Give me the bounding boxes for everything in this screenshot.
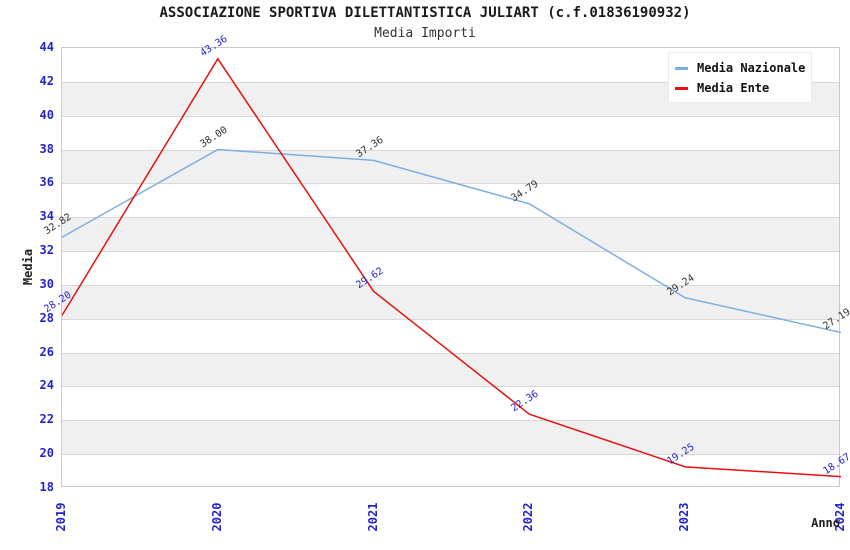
- band: [62, 284, 839, 319]
- gridline: [62, 454, 839, 456]
- y-tick-label: 36: [39, 175, 54, 190]
- y-tick-label: 30: [39, 276, 54, 291]
- series-line: [62, 57, 841, 478]
- y-tick-label: 20: [39, 446, 54, 461]
- y-tick-label: 38: [39, 141, 54, 156]
- x-tick-label: 2020: [209, 502, 224, 532]
- gridline: [62, 149, 839, 151]
- series-line: [62, 148, 841, 334]
- y-tick-label: 18: [39, 480, 54, 494]
- gridline: [62, 284, 839, 286]
- y-tick-label: 26: [39, 344, 54, 359]
- y-tick-label: 32: [39, 243, 54, 258]
- gridline: [62, 81, 839, 83]
- gridline: [62, 352, 839, 354]
- legend-item: Media Ente: [675, 78, 805, 98]
- band: [62, 420, 839, 455]
- gridline: [62, 420, 839, 422]
- y-tick-label: 40: [39, 107, 54, 122]
- band: [62, 149, 839, 184]
- legend-label: Media Nazionale: [697, 61, 806, 75]
- gridline: [62, 251, 839, 253]
- y-axis-label: Media: [21, 248, 35, 286]
- legend-item: Media Nazionale: [675, 58, 805, 78]
- gridline: [62, 318, 839, 320]
- plot-area: [61, 47, 841, 487]
- x-tick-label: 2021: [365, 502, 380, 532]
- y-tick-label: 44: [39, 40, 54, 54]
- legend-label: Media Ente: [697, 81, 770, 95]
- x-tick-label: 2019: [54, 502, 68, 532]
- legend-swatch: [675, 66, 688, 70]
- y-tick-label: 22: [39, 412, 54, 427]
- y-tick-label: 42: [39, 73, 54, 88]
- x-axis-label: Anno: [811, 516, 840, 530]
- x-tick-label: 2022: [521, 502, 536, 532]
- x-tick-label: 2023: [677, 502, 692, 532]
- chart-title: ASSOCIAZIONE SPORTIVA DILETTANTISTICA JU…: [159, 5, 691, 21]
- legend: Media Nazionale Media Ente: [668, 52, 812, 103]
- legend-swatch: [675, 86, 688, 90]
- y-tick-label: 34: [39, 209, 54, 224]
- band: [62, 217, 839, 252]
- gridline: [62, 217, 839, 219]
- gridline: [62, 183, 839, 185]
- gridline: [62, 115, 839, 117]
- y-tick-label: 28: [39, 310, 54, 325]
- band: [62, 352, 839, 387]
- line-series-svg: [62, 57, 841, 478]
- chart-subtitle: Media Importi: [374, 26, 476, 41]
- y-tick-label: 24: [39, 378, 54, 393]
- gridline: [62, 386, 839, 388]
